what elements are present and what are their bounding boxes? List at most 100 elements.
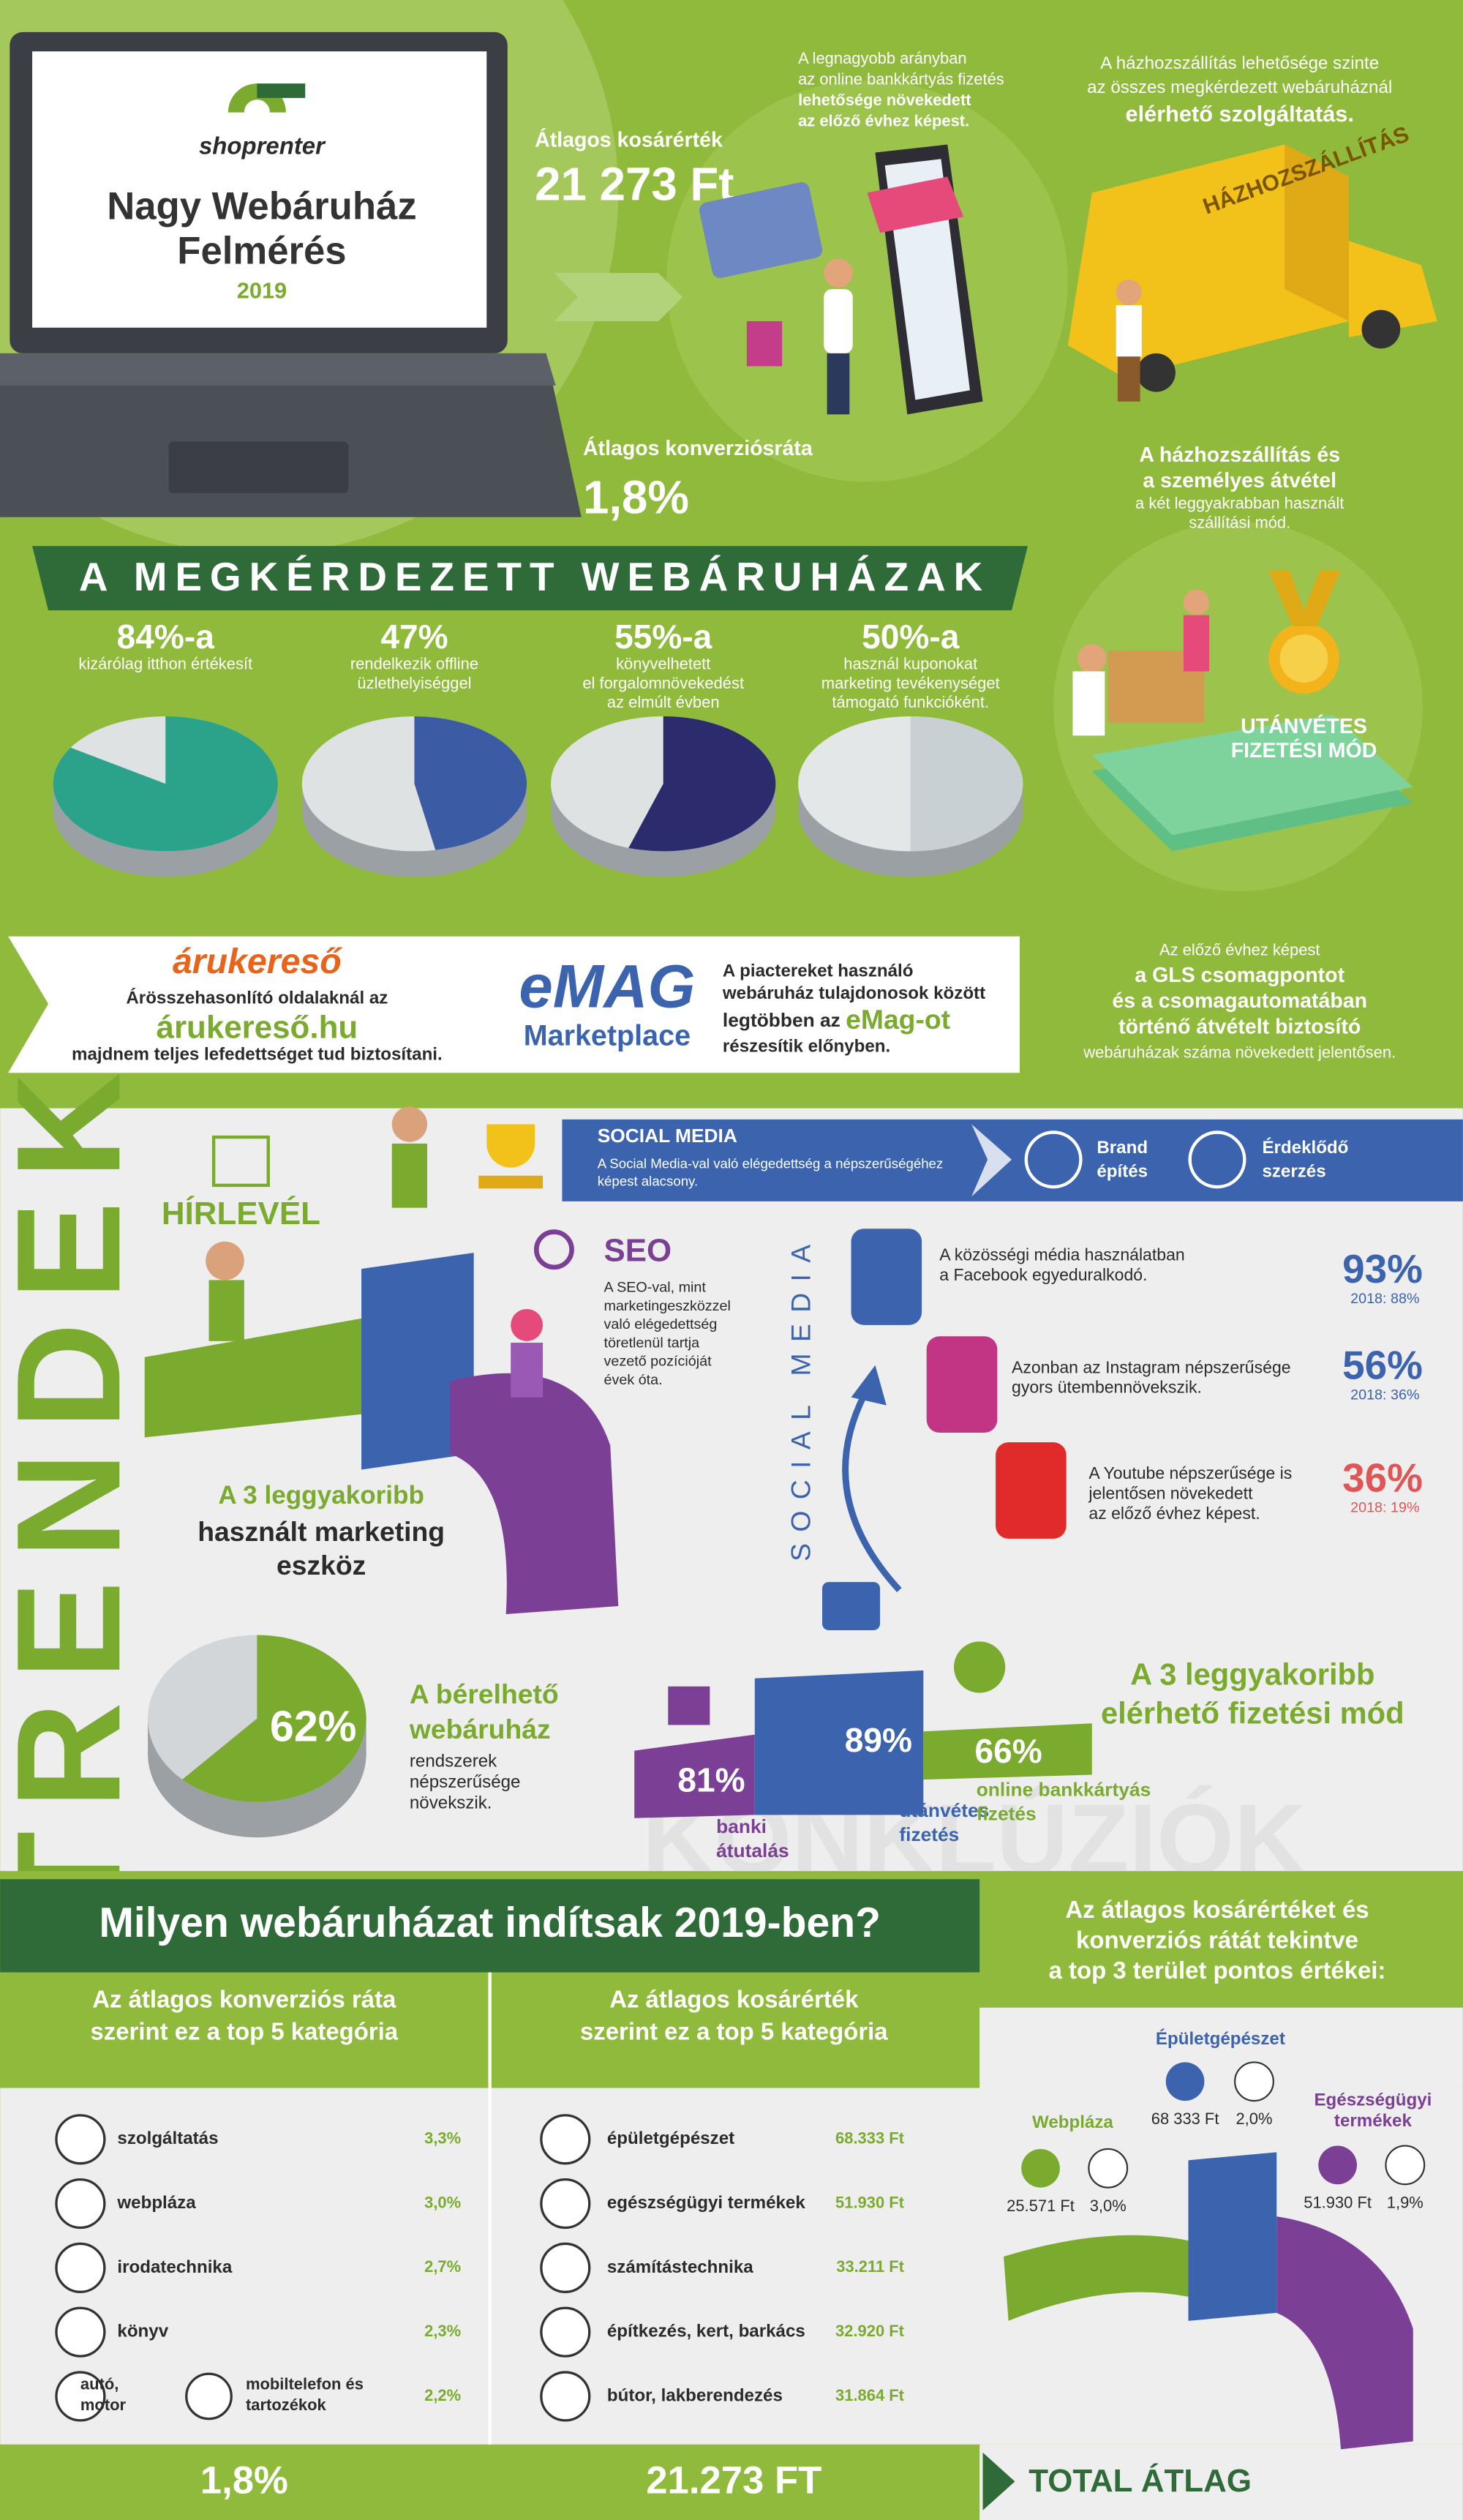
conclusions-title: Milyen webáruházat indítsak 2019-ben?	[99, 1900, 881, 1946]
area-icon	[1234, 2061, 1274, 2102]
decoration	[842, 1387, 902, 1593]
survey-desc: el forgalomnövekedést	[582, 674, 744, 692]
year: 2019	[237, 278, 287, 304]
seo-title: SEO	[603, 1233, 672, 1269]
decoration	[488, 1972, 492, 2445]
social-text: gyors ütembennövekszik.	[1012, 1378, 1202, 1397]
marketing: használt marketing	[198, 1516, 445, 1547]
emag-sub: Marketplace	[524, 1019, 691, 1051]
category: mobiltelefon és	[246, 2374, 364, 2393]
category: motor	[80, 2396, 127, 2414]
total-label: TOTAL ÁTLAG	[1028, 2462, 1252, 2499]
seo-text: marketingeszközzel	[603, 1298, 730, 1314]
category-icon	[55, 2371, 106, 2422]
area-name: Egészségügyi	[1314, 2090, 1432, 2110]
decoration	[491, 2444, 980, 2520]
decoration	[851, 1365, 887, 1406]
pie-slice	[910, 716, 1023, 852]
gls: a GLS csomagpontot	[1135, 964, 1344, 987]
decoration	[634, 1734, 755, 1818]
decoration	[971, 1124, 1012, 1197]
seo-text: vezető pozícióját	[603, 1354, 712, 1370]
survey-desc: könyvelhetett	[616, 655, 710, 673]
cod: UTÁNVÉTES	[1241, 715, 1367, 738]
decoration	[699, 182, 823, 278]
card-note: lehetősége növekedett	[798, 91, 971, 109]
delivery-modes: A házhozszállítás és	[1139, 443, 1340, 467]
decoration	[979, 2007, 1463, 2088]
arukereso-text: árukereső.hu	[157, 1010, 358, 1046]
social-text: az előző évhez képest.	[1088, 1504, 1260, 1523]
decoration	[1137, 353, 1176, 392]
social-goal: Brand	[1097, 1138, 1148, 1158]
survey-desc: támogató funkcióként.	[832, 693, 989, 711]
decoration	[1004, 2235, 1189, 2321]
social-bar-title: SOCIAL MEDIA	[598, 1125, 737, 1147]
area-basket: 25.571 Ft	[1007, 2197, 1075, 2215]
decoration: A SEO-val, mint marketingeszközzel való el…	[603, 1280, 730, 1388]
category-value: 2,2%	[424, 2386, 461, 2404]
column-heading: Az átlagos konverziós ráta	[92, 1986, 396, 2013]
gls: történő átvételt biztosító	[1118, 1015, 1361, 1038]
decoration	[1024, 1130, 1083, 1189]
decoration	[1285, 144, 1349, 322]
payment-value: 89%	[845, 1721, 912, 1759]
decoration	[391, 1143, 428, 1208]
survey-desc: marketing tevékenységet	[821, 674, 1000, 692]
survey-desc: kizárólag itthon értékesít	[78, 655, 252, 673]
social-goal: Érdeklődő	[1262, 1137, 1348, 1158]
decoration: szolgáltatás 3,3% webpláza 3,0% irodatechnik…	[55, 2114, 905, 2422]
marketing: A 3 leggyakoribb	[218, 1481, 424, 1510]
payment-label: fizetés	[899, 1823, 959, 1845]
decoration	[1183, 615, 1210, 672]
conversion-total: 1,8%	[200, 2459, 288, 2502]
payment-value: 66%	[975, 1732, 1042, 1770]
category-value: 2,7%	[424, 2257, 461, 2276]
decoration	[1116, 279, 1142, 306]
title: Felmérés	[177, 230, 346, 273]
social-value: 56%	[1342, 1343, 1423, 1388]
area-conversion: 3,0%	[1090, 2197, 1127, 2215]
survey-desc: üzlethelyiséggel	[357, 674, 471, 692]
emag-text: legtöbben az	[723, 1009, 846, 1031]
social-text: A Youtube népszerűsége is	[1088, 1463, 1292, 1482]
decoration	[827, 353, 850, 415]
decoration	[0, 1879, 980, 1973]
survey-value: 84%-a	[117, 618, 215, 656]
decoration	[168, 441, 349, 493]
rental-text: webáruház	[409, 1714, 551, 1744]
survey-desc: használ kuponokat	[843, 655, 977, 673]
basket-value: 21 273 Ft	[535, 159, 734, 211]
decoration	[1116, 305, 1142, 357]
delivery-note: A házhozszállítás lehetősége szinte	[1100, 53, 1379, 73]
category: bútor, lakberendezés	[607, 2385, 783, 2405]
category-value: 32.920 Ft	[835, 2322, 905, 2340]
rental-text: növekszik.	[410, 1793, 492, 1812]
decoration	[361, 1253, 474, 1470]
decoration	[0, 353, 556, 386]
social-prev: 2018: 88%	[1350, 1291, 1419, 1307]
category: szolgáltatás	[117, 2129, 218, 2148]
decoration	[824, 289, 853, 353]
delivery-modes: szállítási mód.	[1189, 513, 1290, 531]
category: egészségügyi termékek	[607, 2193, 805, 2213]
decoration	[824, 258, 853, 288]
payment-value: 81%	[677, 1761, 745, 1799]
decoration	[666, 80, 1068, 482]
seo-text: töretlenül tartja	[603, 1335, 699, 1351]
social-prev: 2018: 36%	[1350, 1387, 1419, 1403]
conversion-value: 1,8%	[583, 472, 689, 524]
marketing: eszköz	[277, 1550, 366, 1580]
area-icon	[1021, 2148, 1060, 2188]
decoration	[206, 1241, 244, 1280]
pie-slice	[53, 716, 278, 852]
gls: Az előző évhez képest	[1159, 940, 1320, 959]
decoration	[668, 1686, 710, 1725]
decoration	[1188, 2152, 1277, 2321]
column-heading: szerint ez a top 5 kategória	[91, 2018, 399, 2045]
category-value: 68.333 Ft	[835, 2129, 905, 2148]
category: webpláza	[116, 2193, 196, 2213]
top3-heading: konverziós rátát tekintve	[1076, 1926, 1358, 1953]
